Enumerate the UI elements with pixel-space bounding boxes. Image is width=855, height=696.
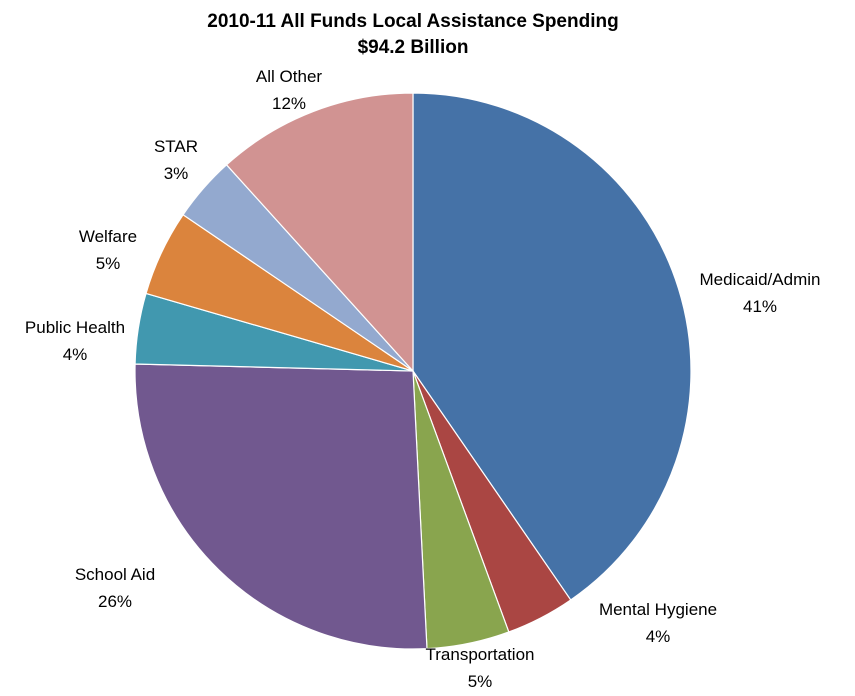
slice-name-mental-hygiene: Mental Hygiene (599, 600, 717, 619)
slice-percent-public-health: 4% (63, 345, 88, 364)
slice-percent-star: 3% (164, 164, 189, 183)
slice-percent-all-other: 12% (272, 94, 306, 113)
slice-percent-welfare: 5% (96, 254, 121, 273)
slice-name-all-other: All Other (256, 67, 322, 86)
slice-name-star: STAR (154, 137, 198, 156)
pie-slice-all-other (225, 92, 414, 373)
slice-percent-transportation: 5% (468, 672, 493, 691)
chart-subtitle: $94.2 Billion (358, 37, 469, 58)
slice-name-welfare: Welfare (79, 227, 137, 246)
chart-title: 2010-11 All Funds Local Assistance Spend… (207, 11, 618, 32)
slice-name-medicaid-admin: Medicaid/Admin (700, 270, 821, 289)
pie-slice-school-aid (134, 363, 428, 650)
pie-slice-medicaid-admin (412, 92, 692, 601)
pie-slices (134, 92, 692, 650)
slice-name-public-health: Public Health (25, 318, 125, 337)
slice-percent-mental-hygiene: 4% (646, 627, 671, 646)
slice-name-transportation: Transportation (426, 645, 535, 664)
pie-labels: Medicaid/Admin 41% Mental Hygiene 4% Transpo… (25, 67, 821, 691)
slice-name-school-aid: School Aid (75, 565, 155, 584)
slice-percent-medicaid-admin: 41% (743, 297, 777, 316)
slice-percent-school-aid: 26% (98, 592, 132, 611)
